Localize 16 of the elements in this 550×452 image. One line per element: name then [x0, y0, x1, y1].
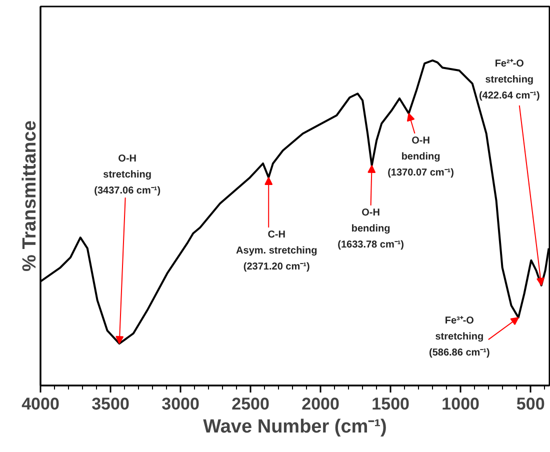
annotation: Fe²⁺-O stretching (422.64 cm⁻¹) — [478, 58, 540, 102]
annotation: O-H stretching (3437.06 cm⁻¹) — [94, 154, 161, 196]
y-axis-title: % Transmittance — [20, 120, 40, 272]
annotation: O-H bending (1370.07 cm⁻¹) — [388, 135, 454, 178]
annotation: Fe³⁺-O stretching (586.86 cm⁻¹) — [429, 316, 490, 358]
annotation: O-H bending (1633.78 cm⁻¹) — [338, 207, 404, 250]
x-axis-title: Wave Number (cm⁻¹) — [203, 416, 387, 438]
annotation: C-H Asym. stretching (2371.20 cm⁻¹) — [236, 229, 318, 272]
x-tick-label: 4000 — [22, 394, 60, 414]
x-tick-label: 3500 — [92, 394, 130, 414]
x-tick-label: 2000 — [302, 394, 340, 414]
x-tick-label: 500 — [516, 394, 545, 414]
x-tick-label: 2500 — [232, 394, 270, 414]
x-tick-label: 1000 — [442, 394, 480, 414]
x-tick-label: 1500 — [372, 394, 410, 414]
x-tick-label: 3000 — [162, 394, 200, 414]
